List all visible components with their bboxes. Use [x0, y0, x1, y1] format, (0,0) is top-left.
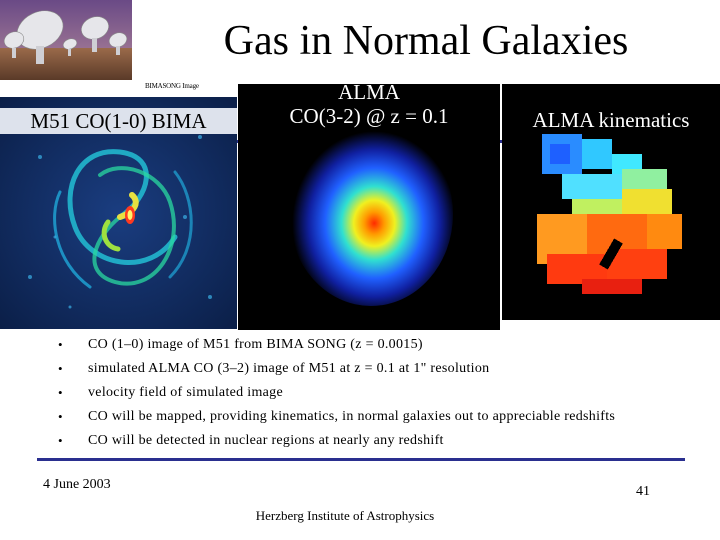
bullet-marker: •: [58, 337, 63, 352]
bima-m51-image: [0, 97, 237, 329]
list-item: • CO will be detected in nuclear regions…: [58, 429, 698, 453]
bullet-text: CO will be detected in nuclear regions a…: [88, 433, 444, 448]
alma-kinematics-image: [502, 84, 720, 320]
footer-page-number: 41: [636, 484, 650, 499]
photo-credit: BIMASONG Image: [145, 82, 199, 90]
footer-institute: Herzberg Institute of Astrophysics: [255, 508, 435, 523]
alma-kinematics-panel-label: ALMA kinematics: [532, 108, 690, 132]
bullet-text: CO (1–0) image of M51 from BIMA SONG (z …: [88, 337, 423, 352]
bullet-text: velocity field of simulated image: [88, 385, 283, 400]
alma-co32-image: [238, 84, 500, 330]
bullet-marker: •: [58, 433, 63, 448]
list-item: • simulated ALMA CO (3–2) image of M51 a…: [58, 357, 698, 381]
bullet-marker: •: [58, 409, 63, 424]
bullet-marker: •: [58, 361, 63, 376]
list-item: • CO will be mapped, providing kinematic…: [58, 405, 698, 429]
list-item: • velocity field of simulated image: [58, 381, 698, 405]
header-antenna-photo: [0, 0, 132, 80]
footer-rule: [37, 458, 685, 461]
bima-panel-label: M51 CO(1-0) BIMA: [0, 108, 237, 134]
alma-co32-label-line2: CO(3-2) @ z = 0.1: [289, 104, 449, 128]
footer-date: 4 June 2003: [43, 477, 111, 492]
bullet-list: • CO (1–0) image of M51 from BIMA SONG (…: [58, 333, 698, 453]
slide-title: Gas in Normal Galaxies: [223, 18, 629, 64]
list-item: • CO (1–0) image of M51 from BIMA SONG (…: [58, 333, 698, 357]
alma-co32-panel-label: ALMA CO(3-2) @ z = 0.1: [238, 80, 500, 128]
bullet-text: simulated ALMA CO (3–2) image of M51 at …: [88, 361, 490, 376]
bullet-marker: •: [58, 385, 63, 400]
alma-co32-label-line1: ALMA: [338, 80, 400, 104]
bullet-text: CO will be mapped, providing kinematics,…: [88, 409, 616, 424]
